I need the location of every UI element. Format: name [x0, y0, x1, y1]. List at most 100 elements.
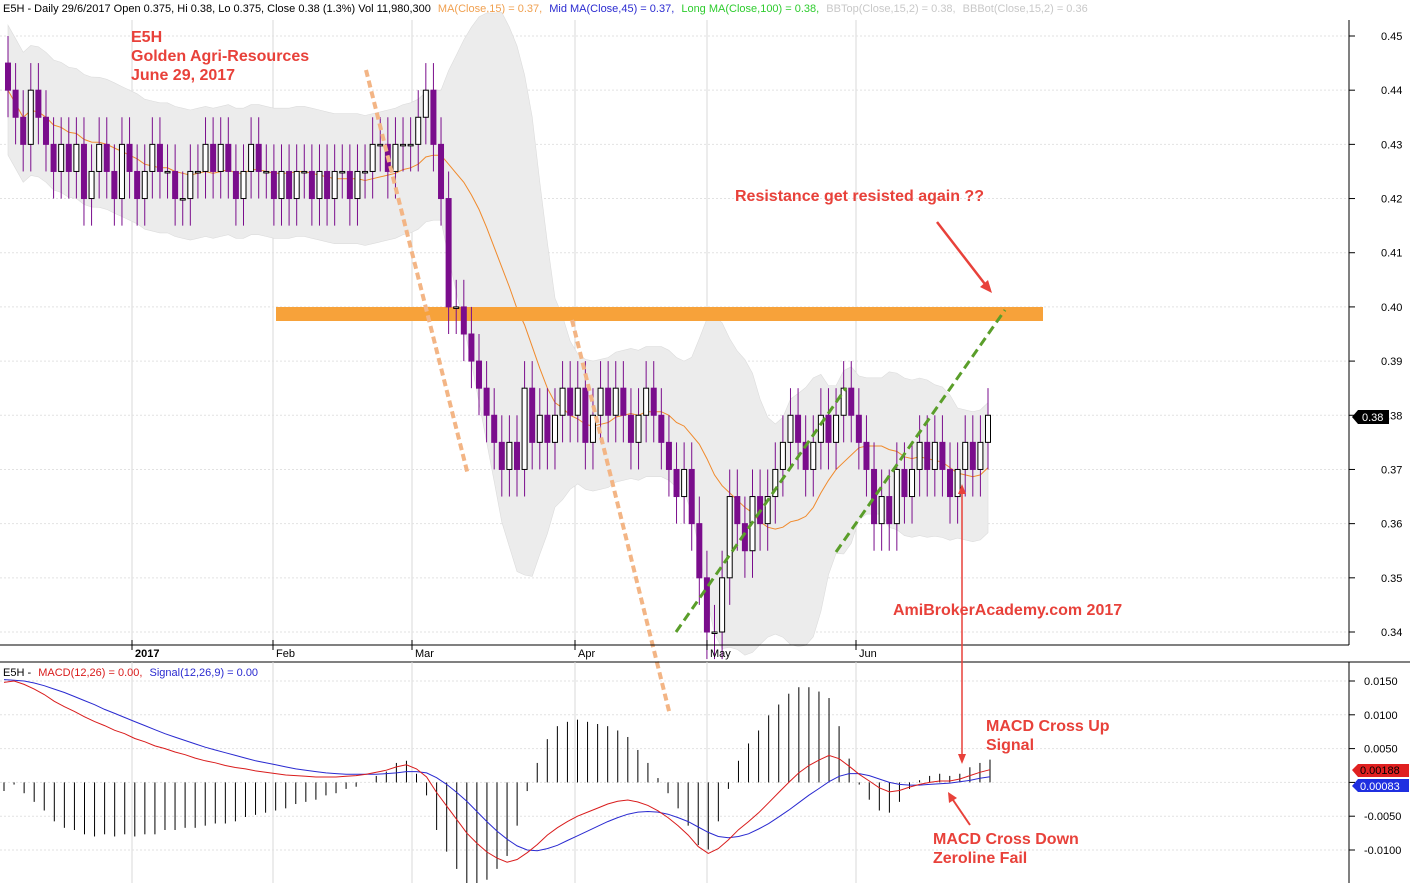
candle-body	[149, 143, 156, 172]
header-ma100: Long MA(Close,100) = 0.38,	[681, 3, 819, 15]
candle-body	[438, 143, 445, 200]
cross-down-arrow	[950, 796, 971, 826]
candle-body	[795, 414, 802, 443]
macd-histogram	[3, 687, 991, 883]
candle-body	[460, 306, 467, 335]
candle-body	[605, 387, 612, 416]
macd-header-prefix: E5H -	[3, 667, 31, 679]
candle-body	[947, 468, 954, 498]
candle-body	[362, 170, 369, 174]
candle-body	[483, 387, 490, 416]
candle-body	[422, 89, 429, 118]
candle-body	[863, 441, 870, 470]
candle-body	[521, 387, 528, 470]
y-tick-label: 0.40	[1381, 302, 1402, 314]
candle-body	[5, 62, 11, 91]
candle-body	[293, 170, 300, 200]
candle-body	[764, 496, 771, 525]
candle-body	[210, 143, 217, 172]
downtrend-line-1	[364, 69, 470, 476]
candle-body	[217, 143, 224, 172]
candle-body	[924, 441, 931, 470]
x-tick-label: May	[710, 648, 731, 660]
macd-value-badge: 0.00188	[1352, 764, 1409, 777]
candle-body	[164, 170, 171, 174]
candle-body	[719, 577, 726, 633]
candle-body	[635, 414, 642, 443]
candle-body	[901, 468, 908, 498]
candle-body	[301, 170, 308, 174]
candle-body	[96, 143, 103, 172]
signal-line	[3, 679, 991, 852]
candle-body	[88, 170, 95, 200]
candle-body	[620, 387, 627, 416]
macd-y-tick-label: 0.0050	[1364, 744, 1398, 756]
uptrend-line-1	[674, 387, 848, 633]
cross-up-arrowhead-bottom	[958, 754, 966, 764]
x-axis-labels: 2017 Feb Mar Apr May Jun	[131, 640, 877, 660]
annotation-resistance: Resistance get resisted again ??	[735, 188, 984, 205]
candle-body	[58, 143, 65, 172]
candle-body	[407, 143, 414, 147]
candle-body	[673, 468, 680, 498]
annotation-cross-down-2: Zeroline Fail	[933, 850, 1027, 867]
candle-body	[240, 170, 247, 200]
candle-body	[346, 170, 353, 200]
macd-y-tick-label: 0.0100	[1364, 710, 1398, 722]
macd-header-signal: Signal(12,26,9) = 0.00	[150, 667, 259, 679]
candle-body	[840, 387, 847, 416]
candle-body	[415, 116, 422, 145]
candle-body	[878, 496, 885, 525]
candle-body	[567, 387, 574, 416]
candle-body	[270, 170, 277, 200]
horizontal-gridlines	[0, 35, 1349, 633]
candle-body	[202, 143, 209, 172]
candle-body	[703, 577, 710, 633]
last-price-label: 0.38	[1362, 412, 1383, 424]
header-bbbot: BBBot(Close,15,2) = 0.36	[963, 3, 1088, 15]
candle-body	[658, 414, 665, 443]
candle-body	[156, 143, 163, 172]
uptrend-line-2	[834, 309, 1007, 553]
candle-body	[817, 414, 824, 443]
candle-body	[779, 441, 786, 470]
macd-value-label: 0.00188	[1360, 765, 1400, 777]
x-tick-label: Apr	[578, 648, 595, 660]
candle-body	[263, 170, 270, 174]
x-tick-label: Mar	[415, 648, 434, 660]
candle-body	[498, 441, 505, 470]
y-tick-label: 0.45	[1381, 31, 1402, 43]
candle-body	[909, 468, 916, 498]
candle-body	[848, 387, 855, 416]
candle-body	[825, 414, 832, 443]
y-tick-label: 0.39	[1381, 356, 1402, 368]
annotation-date: June 29, 2017	[131, 67, 235, 84]
cross-up-arrowhead-top	[958, 484, 966, 494]
resistance-line	[276, 307, 1043, 321]
annotation-site: AmiBrokerAcademy.com 2017	[893, 602, 1122, 619]
candle-body	[430, 89, 437, 145]
candle-body	[179, 198, 186, 201]
ma15-line	[7, 89, 989, 530]
y-tick-label: 0.36	[1381, 519, 1402, 531]
candle-body	[916, 441, 923, 470]
candle-body	[893, 468, 900, 525]
candle-body	[134, 170, 141, 200]
candle-body	[476, 360, 483, 389]
x-tick-label: 2017	[135, 648, 159, 660]
annotation-cross-up-1: MACD Cross Up	[986, 718, 1110, 735]
candle-body	[665, 441, 672, 470]
candle-body	[255, 143, 262, 172]
candle-body	[954, 468, 961, 498]
y-tick-label: 0.35	[1381, 573, 1402, 585]
candle-body	[802, 441, 809, 470]
candle-body	[810, 441, 817, 470]
annotation-company: Golden Agri-Resources	[131, 48, 309, 65]
candle-body	[400, 143, 407, 147]
signal-value-badge: 0.00083	[1352, 779, 1409, 793]
candle-body	[35, 89, 42, 118]
candle-body	[589, 414, 596, 443]
candle-body	[445, 198, 452, 308]
candle-body	[559, 387, 566, 416]
